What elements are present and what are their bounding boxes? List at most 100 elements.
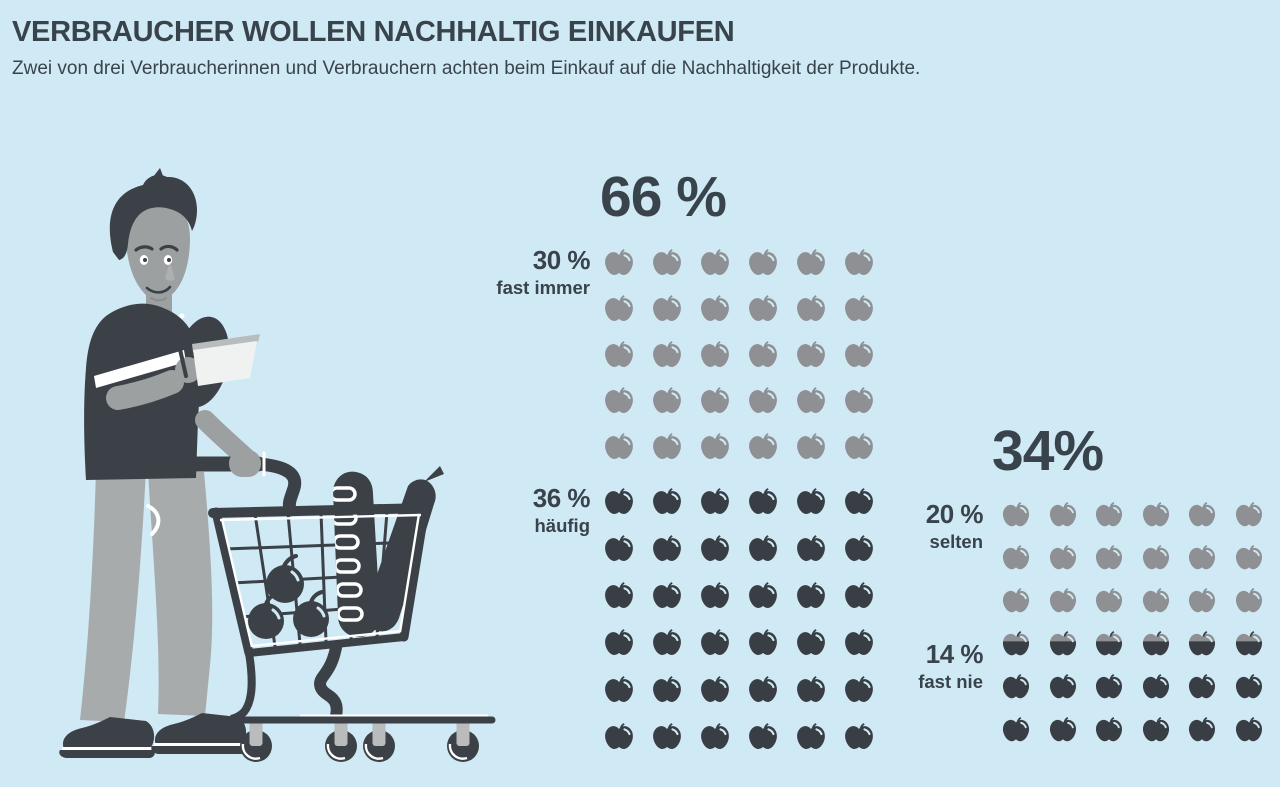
cart-wheels bbox=[240, 720, 479, 762]
apple-icon-dark bbox=[749, 582, 777, 608]
apple-row bbox=[602, 533, 876, 565]
apple-row bbox=[602, 293, 876, 325]
apple-icon-gray bbox=[1049, 545, 1076, 570]
apple-icon-split bbox=[1049, 631, 1076, 656]
apple-icon-gray bbox=[605, 249, 633, 275]
apple-icon-gray bbox=[653, 433, 681, 459]
grocery-apple-3 bbox=[293, 601, 329, 637]
apple-icon-dark bbox=[845, 488, 873, 514]
label-fast-nie-pct: 14 % bbox=[925, 639, 984, 669]
apple-icon-gray bbox=[845, 433, 873, 459]
apple-row bbox=[1000, 500, 1265, 530]
apple-icon-gray bbox=[701, 433, 729, 459]
man-front-shoe bbox=[154, 713, 247, 745]
apple-icon-gray bbox=[1188, 545, 1216, 570]
apple-icon-gray bbox=[797, 387, 825, 413]
apple-icon-dark bbox=[797, 535, 825, 561]
apple-icon-dark bbox=[605, 582, 633, 608]
apple-icon-dark bbox=[749, 723, 777, 749]
apple-icon-dark bbox=[845, 629, 873, 655]
apple-icon-gray bbox=[653, 387, 681, 413]
eyebrow-right bbox=[159, 244, 179, 252]
apple-icon-dark bbox=[845, 535, 873, 561]
apple-icon-gray bbox=[1049, 588, 1076, 613]
apple-icon-dark bbox=[1188, 717, 1216, 742]
man-hair bbox=[109, 174, 197, 260]
apple-icon-dark bbox=[749, 488, 777, 514]
front-shoe-sole-line bbox=[154, 743, 250, 746]
man-figure bbox=[59, 168, 260, 758]
apple-icon-gray bbox=[797, 249, 825, 275]
cart-handle-curve bbox=[251, 457, 302, 517]
apple-icon-dark bbox=[605, 488, 633, 514]
apple-icon-split bbox=[1002, 631, 1030, 656]
man-writing-forearm bbox=[106, 370, 184, 410]
shopping-list-fold bbox=[192, 334, 260, 352]
page-title: VERBRAUCHER WOLLEN NACHHALTIG EINKAUFEN bbox=[12, 16, 735, 48]
label-selten: 20 % selten bbox=[803, 499, 984, 552]
apple-icon-gray bbox=[605, 433, 633, 459]
label-selten-text: selten bbox=[929, 531, 983, 552]
label-fast-immer-text: fast immer bbox=[496, 277, 590, 298]
man-hand-on-handle bbox=[229, 450, 261, 477]
apple-icon-gray bbox=[1235, 502, 1262, 527]
apple-icon-gray bbox=[797, 433, 825, 459]
apple-icon-dark bbox=[1235, 717, 1262, 742]
back-shoe-sole-line bbox=[62, 747, 154, 750]
apple-icon-gray bbox=[701, 295, 729, 321]
apple-row bbox=[602, 627, 876, 659]
apple-icon-gray bbox=[749, 433, 777, 459]
group-34-total: 34% bbox=[992, 419, 1104, 483]
apple-icon-dark bbox=[653, 582, 681, 608]
apple-icon-split bbox=[1235, 631, 1262, 656]
label-haeufig-text: häufig bbox=[534, 515, 591, 536]
apple-icon-gray bbox=[749, 295, 777, 321]
apple-row bbox=[1000, 629, 1265, 659]
apple-icon-dark bbox=[1049, 674, 1076, 699]
apple-icon-split bbox=[1188, 631, 1216, 656]
apple-icon-dark bbox=[845, 676, 873, 702]
apple-icon-dark bbox=[701, 629, 729, 655]
apple-icon-gray bbox=[605, 341, 633, 367]
apple-row bbox=[602, 674, 876, 706]
apple-row bbox=[602, 721, 876, 753]
apple-icon-dark bbox=[1049, 717, 1076, 742]
apple-icon-dark bbox=[1095, 717, 1123, 742]
apple-icon-gray bbox=[1002, 502, 1030, 527]
apple-row bbox=[1000, 543, 1265, 573]
apple-icon-gray bbox=[653, 249, 681, 275]
apple-icon-dark bbox=[797, 582, 825, 608]
apple-icon-gray bbox=[749, 387, 777, 413]
apple1-stem bbox=[282, 554, 298, 568]
apple-icon-dark bbox=[653, 629, 681, 655]
apple1-shine bbox=[290, 570, 300, 582]
apple-icon-dark bbox=[605, 629, 633, 655]
apple-icon-gray bbox=[1142, 502, 1169, 527]
apple3-shine bbox=[316, 606, 326, 618]
apple-icon-gray bbox=[845, 249, 873, 275]
label-fast-nie: 14 % fast nie bbox=[803, 640, 983, 692]
apple-icon-gray bbox=[1049, 502, 1076, 527]
man-hair-tuft bbox=[146, 168, 166, 186]
apple-icon-dark bbox=[1142, 674, 1169, 699]
apple-icon-dark bbox=[845, 582, 873, 608]
apple-icon-dark bbox=[797, 629, 825, 655]
sausage-tie-flag bbox=[424, 466, 444, 482]
eyebrow-left bbox=[134, 245, 154, 252]
apple-icon-dark bbox=[701, 488, 729, 514]
apple-icon-gray bbox=[845, 295, 873, 321]
apple-icon-dark bbox=[749, 629, 777, 655]
apple-icon-gray bbox=[605, 295, 633, 321]
apple-icon-gray bbox=[701, 341, 729, 367]
label-selten-pct: 20 % bbox=[925, 499, 984, 529]
apple-icon-dark bbox=[797, 676, 825, 702]
apple-row bbox=[602, 339, 876, 371]
apple-row bbox=[602, 486, 876, 518]
group-66-total: 66 % bbox=[600, 165, 727, 229]
grocery-apple-2 bbox=[248, 603, 284, 639]
apple-icon-dark bbox=[653, 535, 681, 561]
apple-grid-fast-immer bbox=[602, 247, 876, 463]
apple-row bbox=[602, 431, 876, 463]
apple-icon-dark bbox=[749, 676, 777, 702]
